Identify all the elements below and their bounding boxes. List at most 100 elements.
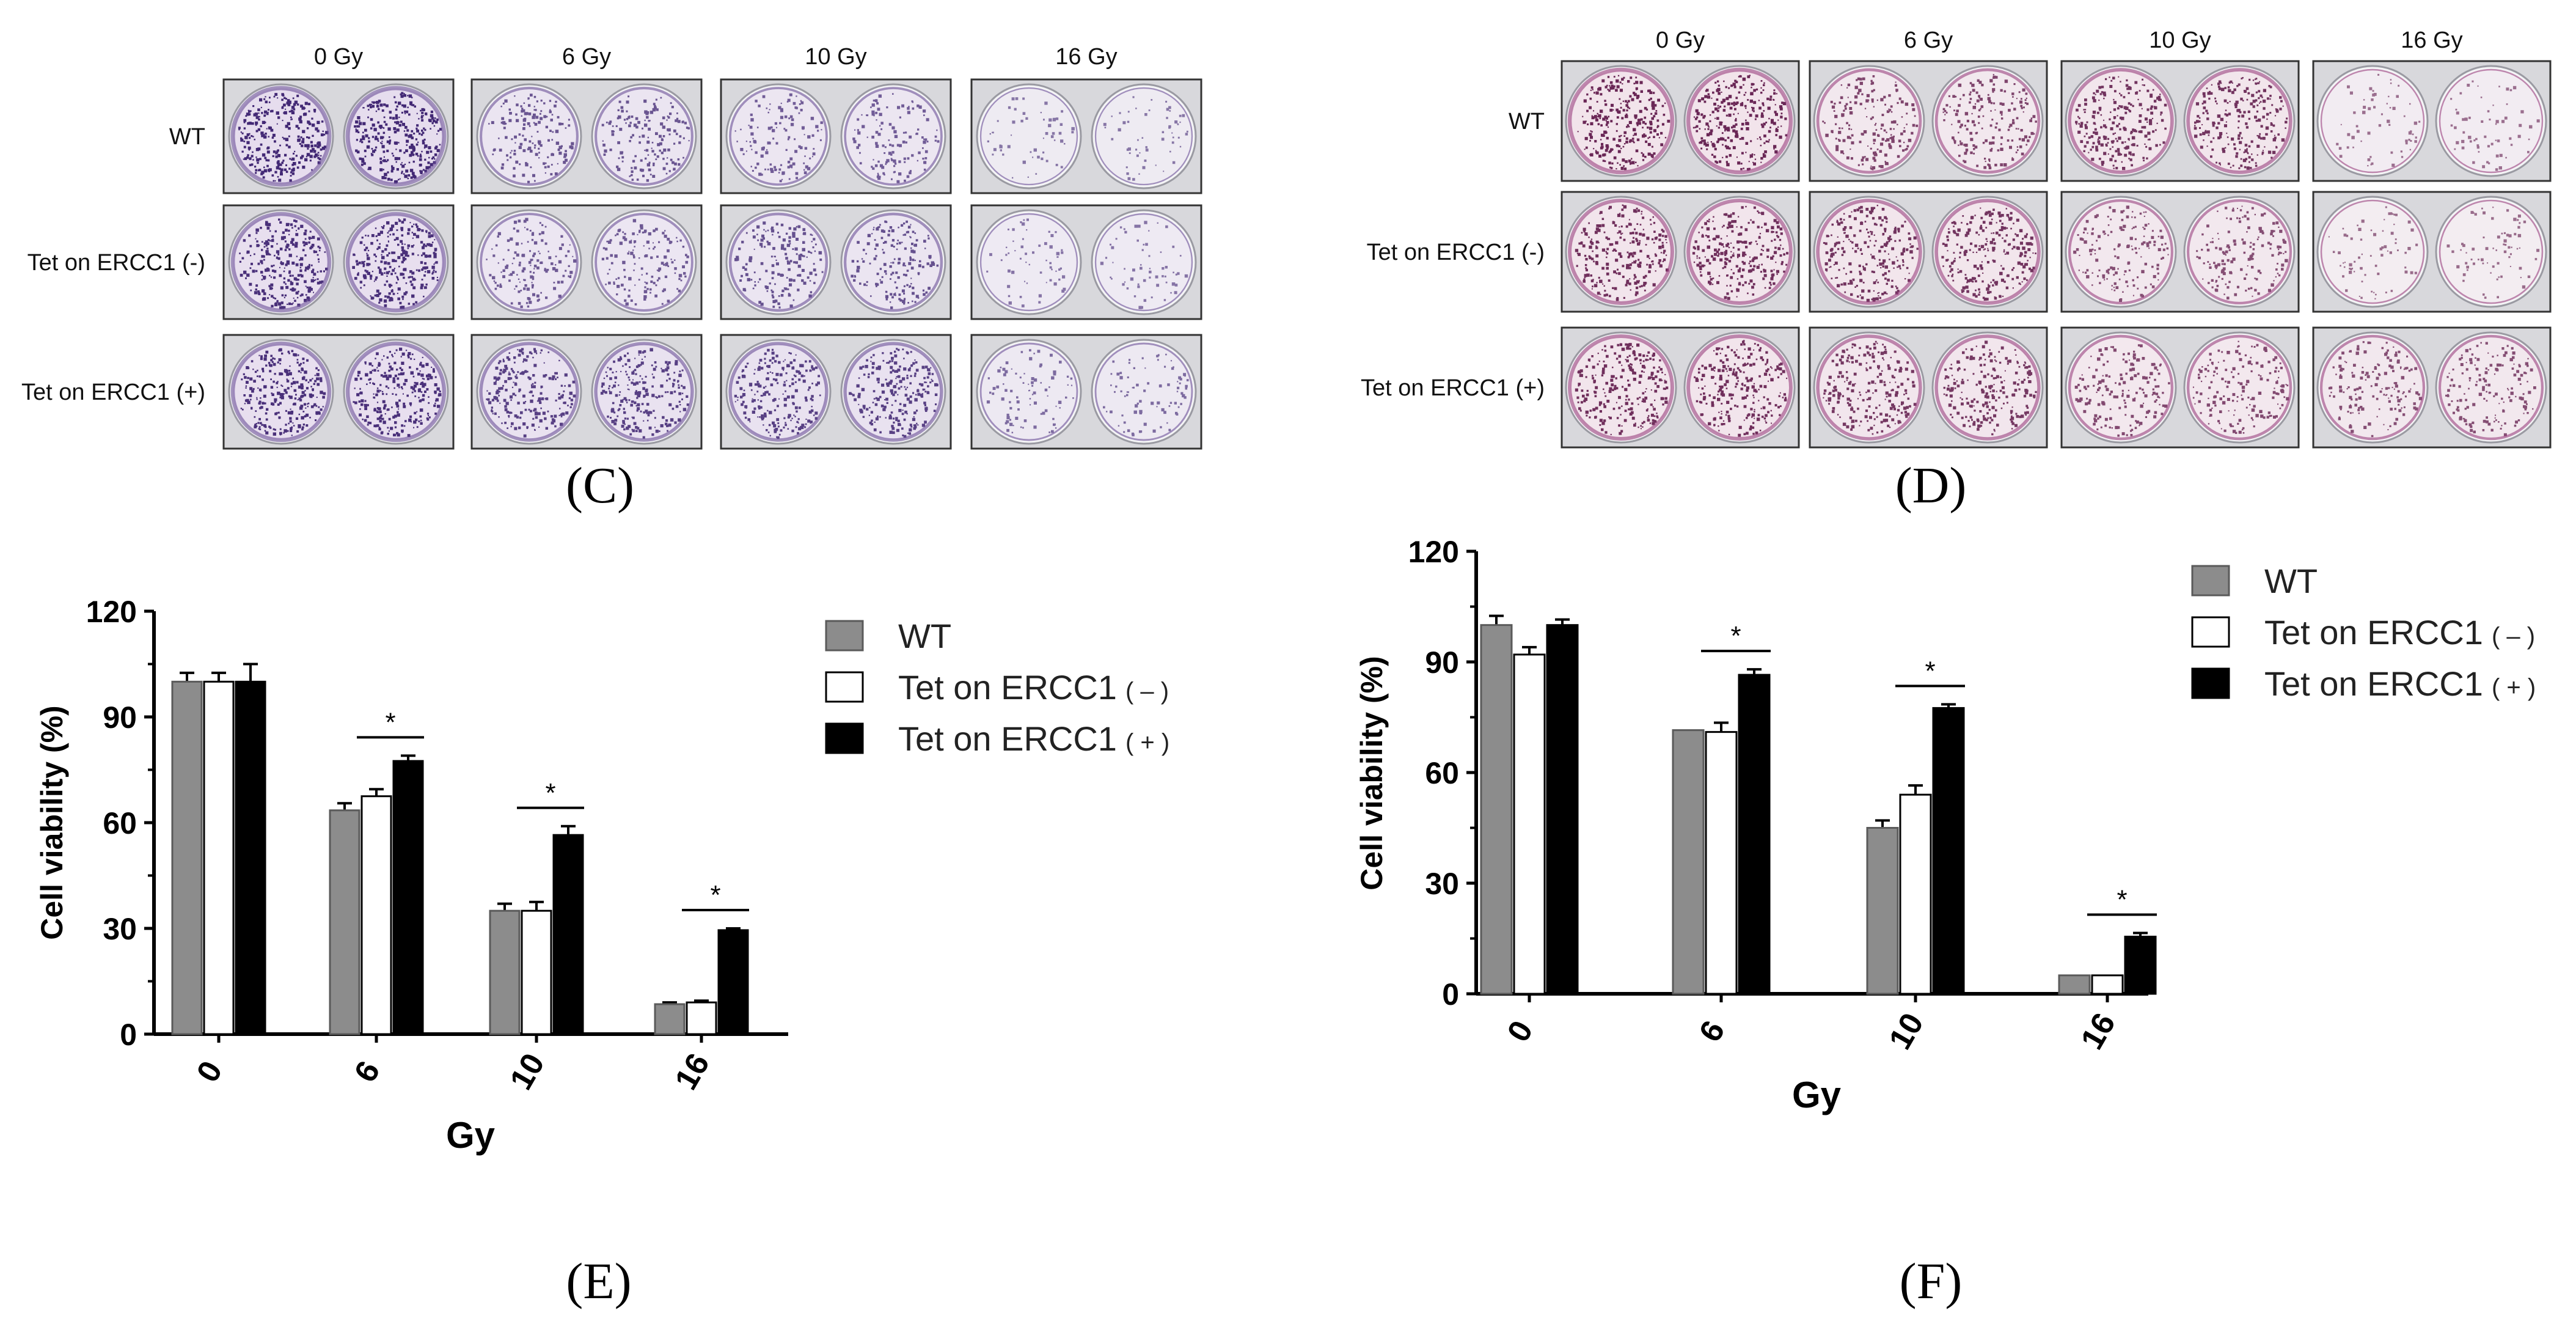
chart-f-bar [2091,974,2124,995]
panel-d-well-edge [2068,199,2174,305]
panel-d-column-label: 16 Gy [2401,28,2462,53]
panel-d-row-label: Tet on ERCC1 (-) [1367,240,1545,265]
panel-f-bar-chart: 0 30 60 90 120 0 6 10 16 * * * Gy Cell viability (%) [1355,535,2157,1115]
panel-d-colonies [1692,75,1788,171]
panel-d-well-stain [1936,70,2039,172]
panel-label-d: (D) [1895,457,1967,514]
panel-d-row-label: WT [1509,109,1545,134]
legend-f-plus-swatch [2191,667,2230,699]
chart-e-x-tick-label: 10 [503,1048,552,1096]
panel-d-colonies [1823,340,1917,435]
panel-c-colonies [734,221,824,309]
panel-c-well-edge [479,86,579,186]
legend-e-plus-sign: ( + ) [1125,729,1169,756]
chart-f-bar [2124,935,2157,995]
chart-e-x-tick-label: 0 [190,1055,230,1088]
panel-label-c: (C) [566,457,634,514]
chart-f-y-tick-label: 0 [1442,977,1459,1012]
panel-d-well-edge [2320,68,2425,174]
panel-d-well-edge [1934,199,2041,305]
panel-c-well-edge [594,86,694,186]
panel-d-colonies [1823,205,1919,303]
legend-e-wt-swatch [825,620,864,652]
chart-e-y-tick-label: 90 [103,700,137,735]
legend-f-minus-label: Tet on ERCC1 ( – ) [2264,613,2535,652]
panel-c-colonies [488,94,574,183]
chart-f-bar [1513,653,1546,995]
panel-c-well-stain [981,88,1077,185]
chart-f-y-tick-label: 90 [1425,645,1459,680]
chart-e-significance-star: * [385,707,395,737]
chart-e-bar [392,760,424,1035]
panel-c-well-rim [976,83,1082,189]
panel-c-well-stain [981,214,1077,310]
panel-c-colonies [353,347,442,437]
panel-c-well-edge [979,87,1078,186]
panel-d-well-edge [2186,68,2292,174]
chart-e-y-tick-label: 60 [103,806,137,840]
panel-d-column-label: 0 Gy [1656,28,1705,53]
chart-f-y-tick-label: 120 [1408,535,1459,569]
chart-f-bar [1899,793,1932,995]
panel-d-well-edge [1568,199,1674,305]
chart-f-y-tick-label: 60 [1425,756,1459,790]
legend-e: WT Tet on ERCC1 ( – ) Tet on ERCC1 ( + ) [825,617,1169,758]
legend-e-plus-label: Tet on ERCC1 ( + ) [898,719,1169,758]
panel-d-colonies [2194,77,2288,170]
chart-e-significance-star: * [710,880,720,910]
panel-c-well-stain [1096,214,1192,310]
panel-d-colonies [1694,340,1788,437]
panel-c-well-rim [976,209,1082,315]
panel-c-well-edge [844,87,943,186]
chart-e-bar [171,680,203,1035]
panel-c-well-edge [345,211,447,313]
panel-c-colonies [352,218,439,309]
panel-c-row-label: Tet on ERCC1 (-) [27,250,205,276]
panel-c-well-rim [1091,209,1197,315]
panel-d-row-label: Tet on ERCC1 (+) [1361,375,1545,401]
panel-d-well-edge [2320,199,2425,304]
panel-d-well-edge [1816,199,1922,305]
chart-f-x-tick-label: 6 [1692,1015,1732,1048]
chart-f-bar [1705,731,1738,995]
panel-d-colonies [1577,75,1670,171]
panel-c-colonies [354,92,442,184]
panel-d-well-edge [1934,334,2041,441]
panel-d-well-edge [2068,334,2174,441]
chart-e-x-tick-label: 6 [348,1055,387,1088]
chart-f-x-axis-label: Gy [1792,1074,1842,1115]
panel-c-row-label: WT [169,124,205,150]
panel-d-colonies [2074,344,2170,437]
panel-d-well-stain [2321,200,2424,303]
panel-label-f: (F) [1900,1253,1963,1310]
chart-e-bar [489,909,521,1035]
legend-f-minus-text: Tet on ERCC1 [2264,613,2483,652]
chart-e-bar [329,809,360,1035]
panel-d-colonies [1575,204,1669,301]
panel-c-well-edge [480,213,579,312]
panel-c-colonies [240,348,326,436]
panel-c-well-edge [1094,87,1193,186]
panel-c-colonies [486,348,576,438]
panel-c-well-edge [479,342,579,442]
panel-d-well-edge [1567,67,1675,175]
chart-f-y-axis-label: Cell viability (%) [1355,656,1389,890]
panel-d-colonies [1575,343,1669,435]
legend-e-minus-text: Tet on ERCC1 [898,668,1117,707]
panel-d-well-stain [2188,336,2291,439]
chart-f-bar [1546,624,1579,995]
panel-c-column-label: 16 Gy [1055,44,1117,70]
chart-e-bar [235,680,266,1035]
panel-c-colonies [852,93,940,183]
chart-e-bar [521,909,552,1035]
panel-d-well-stain [1818,70,1920,172]
panel-c-well-stain [981,343,1077,440]
panel-d-well-stain [1570,200,1672,303]
panel-d-colonies [2073,205,2169,302]
panel-d-well-edge [1816,334,1922,441]
chart-f-bar [1672,729,1705,995]
chart-f-bar [1738,674,1771,995]
panel-c-column-label: 10 Gy [805,44,866,70]
panel-c-colonies [601,95,690,182]
